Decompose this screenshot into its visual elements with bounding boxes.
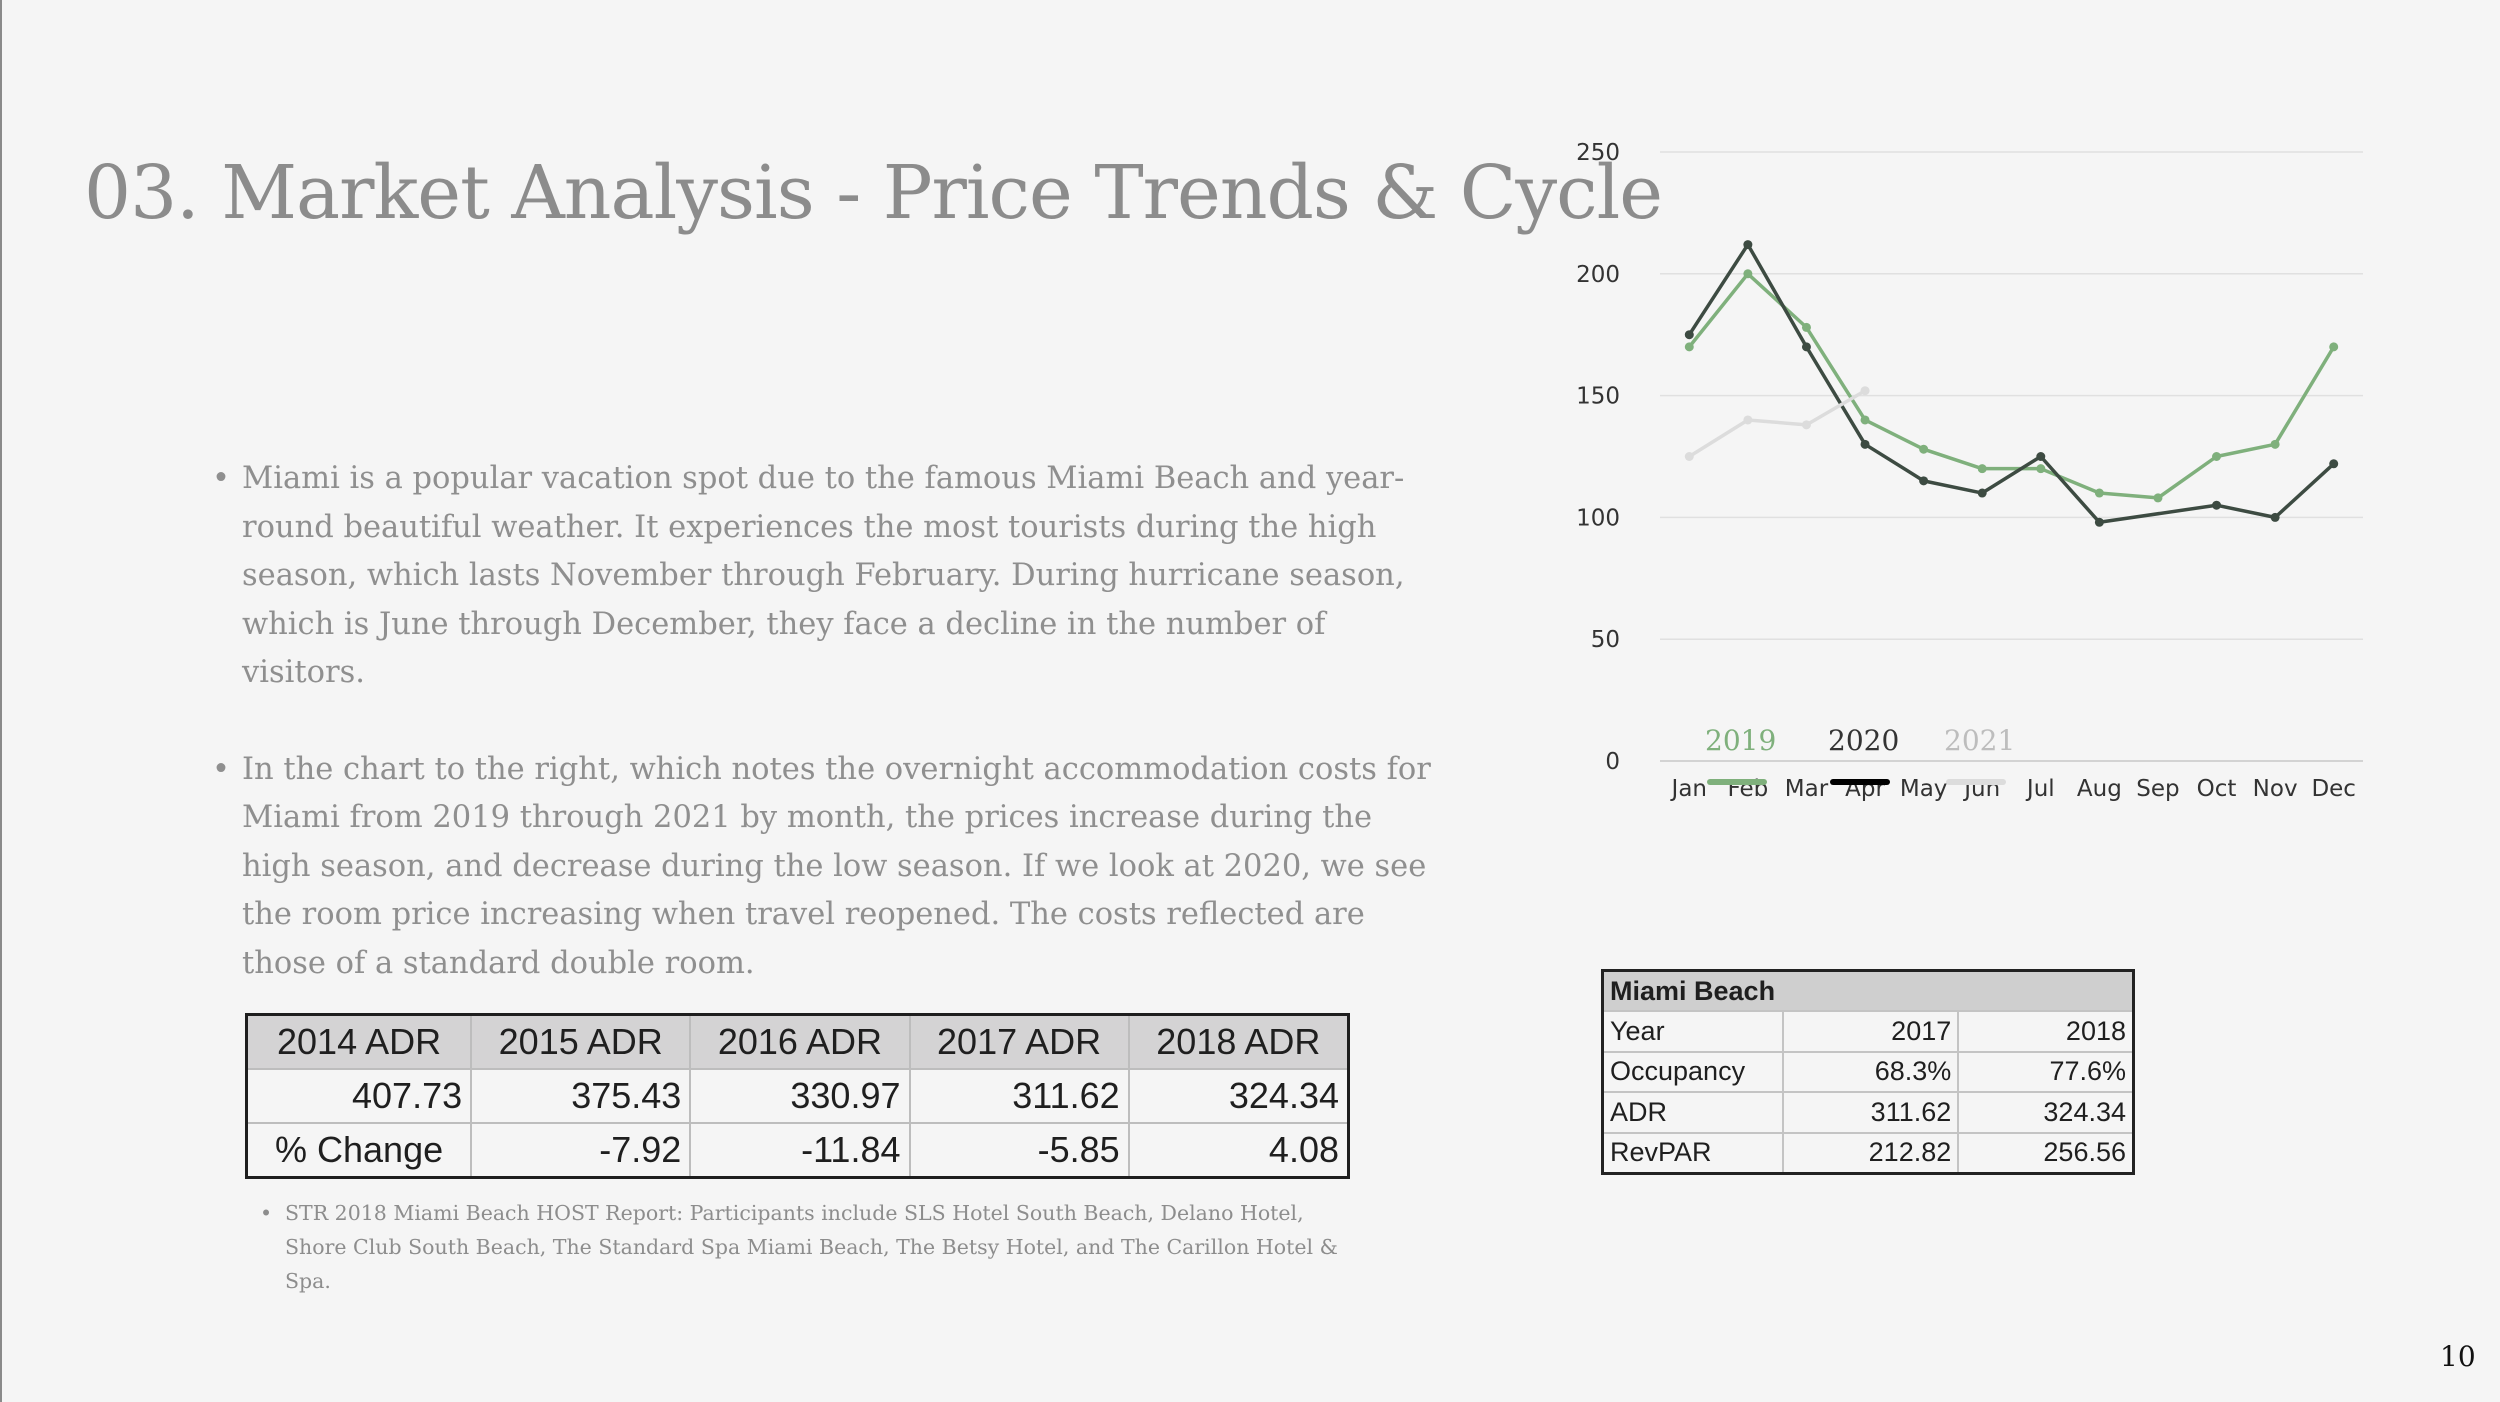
footnote-item: STR 2018 Miami Beach HOST Report: Partic… [260, 1196, 1360, 1298]
table-row-label: Occupancy [1601, 1050, 1785, 1094]
legend-swatch [1830, 779, 1890, 785]
table-row-label: % Change [245, 1122, 473, 1179]
data-point [2329, 342, 2339, 352]
data-point [1801, 342, 1811, 352]
bullet-item: Miami is a popular vacation spot due to … [212, 455, 1432, 698]
series-line [1687, 272, 2336, 500]
data-point [1860, 439, 1870, 449]
table-row: % Change -7.92 -11.84 -5.85 4.08 [245, 1122, 1350, 1179]
table-row: ADR 311.62 324.34 [1601, 1091, 2135, 1134]
legend-label: 2021 [1944, 724, 2015, 757]
data-point [1919, 476, 1929, 486]
bullet-item: In the chart to the right, which notes t… [212, 746, 1432, 989]
table-cell: 324.34 [1127, 1068, 1350, 1124]
data-point [1743, 415, 1753, 425]
data-point [1684, 330, 1694, 340]
data-point [2212, 500, 2222, 510]
table-cell: 256.56 [1957, 1131, 2135, 1175]
table-cell: 68.3% [1782, 1050, 1960, 1094]
table-row: Year 2017 2018 [1601, 1010, 2135, 1053]
data-point [1743, 240, 1753, 250]
legend-label: 2020 [1828, 724, 1899, 757]
table-row: Miami Beach [1601, 969, 2135, 1013]
data-point [2270, 512, 2280, 522]
legend-swatch [1946, 779, 2006, 785]
y-tick-label: 0 [1605, 749, 1620, 775]
x-tick-label: Jan [1670, 776, 1707, 802]
x-tick-label: May [1900, 776, 1948, 802]
table-cell: -11.84 [689, 1122, 911, 1179]
table-header-cell: 2018 ADR [1127, 1013, 1350, 1070]
table-cell: 2018 [1957, 1010, 2135, 1053]
y-tick-label: 250 [1576, 140, 1620, 166]
x-tick-label: Mar [1785, 776, 1829, 802]
data-point [1919, 444, 1929, 454]
table-cell: 311.62 [1782, 1091, 1960, 1134]
y-tick-label: 150 [1576, 384, 1620, 410]
left-edge-rule [0, 0, 2, 1402]
series-line [1687, 242, 2335, 525]
table-row-label: Year [1601, 1010, 1785, 1053]
data-point [1684, 452, 1694, 461]
y-tick-label: 50 [1591, 627, 1620, 653]
table-header-cell: 2014 ADR [245, 1013, 473, 1070]
x-tick-label: Aug [2077, 776, 2122, 802]
table-row: 407.73 375.43 330.97 311.62 324.34 [245, 1068, 1350, 1124]
page-title: 03. Market Analysis - Price Trends & Cyc… [84, 150, 1663, 236]
data-point [2212, 452, 2222, 461]
x-tick-label: Dec [2311, 776, 2356, 802]
table-cell: 324.34 [1957, 1091, 2135, 1134]
x-tick-label: Jul [2025, 776, 2055, 802]
data-point [1801, 420, 1811, 430]
table-row: Occupancy 68.3% 77.6% [1601, 1050, 2135, 1094]
data-point [2153, 493, 2163, 503]
data-point [1743, 269, 1753, 279]
table-cell: -5.85 [908, 1122, 1130, 1179]
data-point [2329, 459, 2339, 469]
data-point [1977, 488, 1987, 498]
table-row: 2014 ADR 2015 ADR 2016 ADR 2017 ADR 2018… [245, 1013, 1350, 1070]
data-point [1684, 342, 1694, 352]
miami-beach-table: Miami Beach Year 2017 2018 Occupancy 68.… [1601, 969, 2135, 1175]
table-cell: 2017 [1782, 1010, 1960, 1053]
table-row-label: RevPAR [1601, 1131, 1785, 1175]
data-point [1801, 322, 1811, 332]
data-point [2036, 452, 2046, 461]
x-tick-label: Oct [2197, 776, 2237, 802]
series-line [1688, 389, 1866, 458]
table-cell: 212.82 [1782, 1131, 1960, 1175]
table-title: Miami Beach [1601, 969, 2135, 1013]
data-point [1860, 415, 1870, 425]
x-tick-label: Nov [2253, 776, 2298, 802]
table-row: RevPAR 212.82 256.56 [1601, 1131, 2135, 1175]
data-point [1860, 386, 1870, 396]
table-cell: 330.97 [689, 1068, 911, 1124]
bullet-list: Miami is a popular vacation spot due to … [212, 455, 1432, 988]
table-cell: 4.08 [1127, 1122, 1350, 1179]
legend-label: 2019 [1705, 724, 1776, 757]
data-point [2036, 464, 2046, 474]
y-tick-label: 200 [1576, 262, 1620, 288]
page-number: 10 [2440, 1340, 2476, 1373]
table-cell: 311.62 [908, 1068, 1130, 1124]
table-header-cell: 2016 ADR [689, 1013, 911, 1070]
data-point [2094, 488, 2104, 498]
table-row-label: ADR [1601, 1091, 1785, 1134]
table-cell: -7.92 [470, 1122, 692, 1179]
data-point [2270, 439, 2280, 449]
source-footnote: STR 2018 Miami Beach HOST Report: Partic… [260, 1196, 1360, 1298]
table-header-cell: 2017 ADR [908, 1013, 1130, 1070]
x-tick-label: Sep [2136, 776, 2179, 802]
legend-swatch [1707, 779, 1767, 785]
data-point [1977, 464, 1987, 474]
table-header-cell: 2015 ADR [470, 1013, 692, 1070]
y-tick-label: 100 [1576, 505, 1620, 531]
table-cell: 407.73 [245, 1068, 473, 1124]
table-cell: 375.43 [470, 1068, 692, 1124]
table-cell: 77.6% [1957, 1050, 2135, 1094]
data-point [2094, 517, 2104, 527]
adr-table: 2014 ADR 2015 ADR 2016 ADR 2017 ADR 2018… [245, 1013, 1350, 1179]
